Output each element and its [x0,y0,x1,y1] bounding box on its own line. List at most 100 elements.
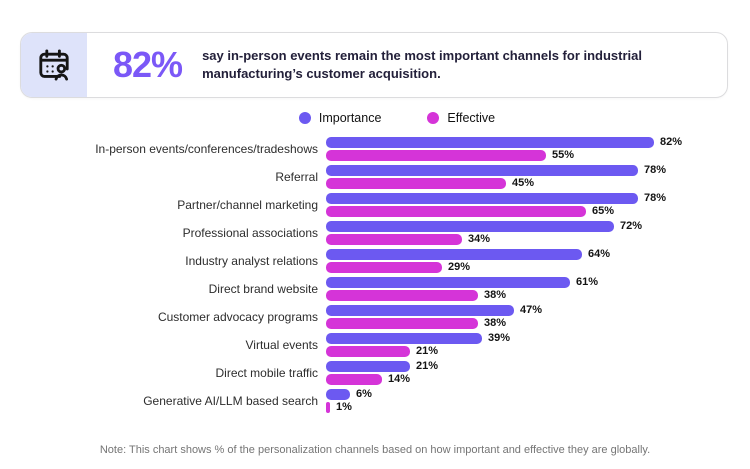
bar-chart: In-person events/conferences/tradeshows … [0,136,750,416]
effective-bar [326,317,478,329]
legend-dot-importance [298,112,311,124]
bar-track: 47% [326,303,726,316]
importance-bar-line: 78% [326,191,750,204]
bar-track: 45% [326,176,726,189]
importance-bar-line: 47% [326,303,750,316]
bar-track: 6% [326,387,726,400]
chart-row: Customer advocacy programs 47% 38% [0,304,750,329]
effective-value-label: 38% [484,288,507,301]
legend-item-importance: Importance [298,111,382,125]
importance-bar [326,248,582,260]
stat-title: say in-person events remain the most imp… [202,48,642,81]
bar-track: 14% [326,372,726,385]
effective-bar-line: 29% [326,260,750,273]
legend-dot-effective [427,112,440,124]
bar-track: 72% [326,220,726,232]
icon-panel [21,33,87,97]
chart-row: In-person events/conferences/tradeshows … [0,136,750,161]
effective-value-label: 45% [512,176,535,189]
category-label: Industry analyst relations [185,253,318,268]
effective-bar [326,373,382,385]
importance-value-label: 61% [576,275,599,288]
bar-track: 34% [326,232,726,245]
effective-bar [326,401,330,413]
effective-bar [326,233,462,245]
row-bars: 39% 21% [326,331,750,357]
importance-bar [326,388,350,400]
importance-bar [326,136,654,148]
chart-row: Partner/channel marketing 78% 65% [0,192,750,217]
effective-value-label: 65% [592,204,615,217]
category-label: In-person events/conferences/tradeshows [95,141,318,156]
row-bars: 6% 1% [326,387,750,413]
bar-track: 61% [326,275,726,288]
category-label: Generative AI/LLM based search [143,393,318,408]
chart-row: Industry analyst relations 64% 29% [0,248,750,273]
category-label: Partner/channel marketing [177,197,318,212]
importance-bar-line: 61% [326,275,750,288]
bar-track: 1% [326,400,726,413]
effective-bar [326,261,442,273]
importance-bar [326,332,482,344]
row-bars: 72% 34% [326,220,750,245]
importance-value-label: 21% [416,359,439,372]
bar-track: 38% [326,288,726,301]
effective-bar [326,205,586,217]
importance-value-label: 47% [520,303,543,316]
bar-track: 78% [326,191,726,204]
importance-bar-line: 39% [326,331,750,344]
importance-value-label: 64% [588,247,611,260]
category-label: Direct mobile traffic [215,365,318,380]
effective-bar-line: 38% [326,316,750,329]
effective-value-label: 14% [388,372,411,385]
importance-value-label: 82% [660,135,683,148]
effective-value-label: 38% [484,316,507,329]
effective-value-label: 1% [336,400,352,413]
effective-bar [326,149,546,161]
row-bars: 82% 55% [326,135,750,161]
effective-value-label: 34% [468,232,491,245]
legend-label: Effective [447,111,496,125]
effective-bar-line: 34% [326,232,750,245]
category-label: Virtual events [245,337,319,352]
importance-bar [326,192,638,204]
importance-bar [326,220,614,232]
chart-row: Direct brand website 61% 38% [0,276,750,301]
importance-bar-line: 82% [326,135,750,148]
row-bars: 47% 38% [326,303,750,329]
effective-bar-line: 65% [326,204,750,217]
calendar-user-icon [39,49,69,81]
row-bars: 21% 14% [326,359,750,385]
row-bars: 64% 29% [326,247,750,273]
effective-bar-line: 38% [326,288,750,301]
importance-bar-line: 64% [326,247,750,260]
effective-bar-line: 1% [326,400,750,413]
bar-track: 21% [326,344,726,357]
legend-label: Importance [318,111,382,125]
bar-track: 29% [326,260,726,273]
chart-row: Direct mobile traffic 21% 14% [0,360,750,385]
importance-bar-line: 6% [326,387,750,400]
effective-bar [326,177,506,189]
effective-bar [326,345,410,357]
effective-value-label: 29% [448,260,471,273]
effective-value-label: 55% [552,148,575,161]
importance-bar-line: 78% [326,164,750,176]
effective-bar-line: 14% [326,372,750,385]
importance-bar [326,164,638,176]
row-bars: 78% 65% [326,191,750,217]
category-label: Referral [275,169,318,184]
bar-track: 21% [326,359,726,372]
row-bars: 61% 38% [326,275,750,301]
bar-track: 38% [326,316,726,329]
effective-bar-line: 45% [326,176,750,189]
importance-bar [326,276,570,288]
effective-value-label: 21% [416,344,439,357]
row-bars: 78% 45% [326,164,750,189]
importance-value-label: 39% [488,331,511,344]
importance-value-label: 6% [356,387,372,400]
importance-value-label: 78% [644,191,667,204]
chart-row: Generative AI/LLM based search 6% 1% [0,388,750,413]
bar-track: 64% [326,247,726,260]
